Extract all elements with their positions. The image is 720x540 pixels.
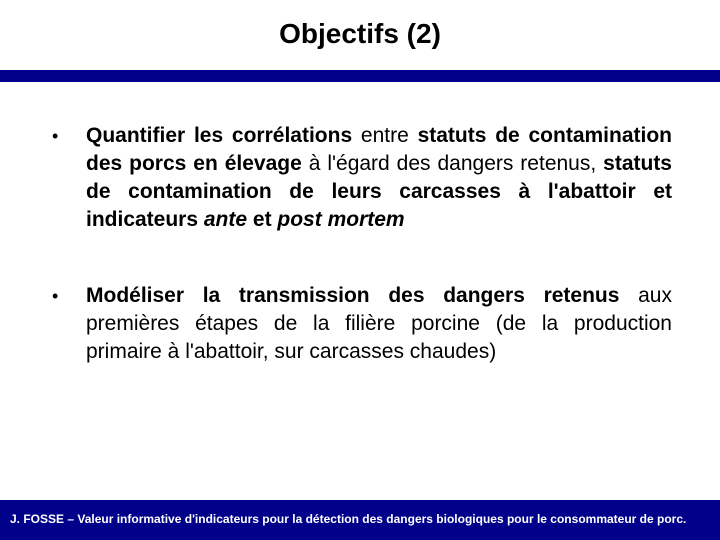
bullet-marker: • [48, 122, 86, 150]
title-band: Objectifs (2) [0, 0, 720, 70]
footer-band: J. FOSSE – Valeur informative d'indicate… [0, 500, 720, 540]
content-area: • Quantifier les corrélations entre stat… [0, 82, 720, 500]
bullet-text: Modéliser la transmission des dangers re… [86, 282, 672, 366]
bullet-item: • Modéliser la transmission des dangers … [48, 282, 672, 366]
slide: Objectifs (2) • Quantifier les corrélati… [0, 0, 720, 540]
footer-text: J. FOSSE – Valeur informative d'indicate… [10, 512, 710, 526]
bullet-marker: • [48, 282, 86, 310]
bullet-item: • Quantifier les corrélations entre stat… [48, 122, 672, 234]
slide-title: Objectifs (2) [10, 18, 710, 50]
bullet-text: Quantifier les corrélations entre statut… [86, 122, 672, 234]
